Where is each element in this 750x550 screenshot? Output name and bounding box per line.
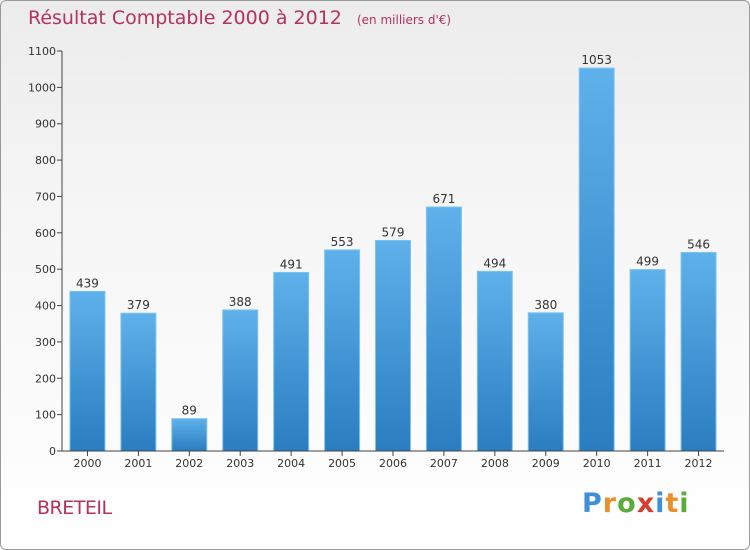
- bar: [680, 251, 717, 452]
- bar: [273, 271, 310, 452]
- y-tick-label: 300: [35, 336, 56, 349]
- bar-value-label: 546: [687, 237, 710, 251]
- y-tick-label: 900: [35, 118, 56, 131]
- bar-value-label: 388: [229, 295, 252, 309]
- y-tick-label: 100: [35, 409, 56, 422]
- y-tick-label: 600: [35, 227, 56, 240]
- logo-letter: o: [617, 488, 637, 519]
- bar: [120, 312, 157, 452]
- y-tick-label: 800: [35, 154, 56, 167]
- y-tick-label: 1100: [28, 45, 56, 58]
- x-tick-label: 2002: [175, 457, 203, 470]
- logo-letter: r: [602, 488, 618, 519]
- y-tick-label: 400: [35, 300, 56, 313]
- bar-value-label: 380: [534, 298, 557, 312]
- y-axis: 0 100 200 300 400 500 600 700 800 900 1000 1100: [28, 45, 63, 458]
- bar: [578, 67, 615, 452]
- x-tick-label: 2007: [430, 457, 458, 470]
- logo-letter: i: [679, 488, 690, 519]
- bar-value-label: 671: [432, 192, 455, 206]
- bar: [425, 206, 462, 452]
- bar-value-label: 494: [483, 256, 506, 270]
- x-tick-label: 2008: [481, 457, 509, 470]
- x-tick-label: 2005: [328, 457, 356, 470]
- bar-value-label: 379: [127, 298, 150, 312]
- bars: 439 379 89 388 491 553 579 671 494 380 1053 499 546: [69, 53, 717, 452]
- logo-letter: P: [582, 488, 603, 519]
- x-tick-label: 2010: [583, 457, 611, 470]
- bar-value-label: 491: [280, 257, 303, 271]
- bar-value-label: 579: [382, 225, 405, 239]
- proxiti-logo: Proxiti: [582, 488, 690, 519]
- x-tick-label: 2003: [226, 457, 254, 470]
- bar: [476, 270, 513, 452]
- y-tick-label: 200: [35, 372, 56, 385]
- y-tick-label: 500: [35, 263, 56, 276]
- bar: [69, 290, 106, 452]
- bar-value-label: 499: [636, 255, 659, 269]
- chart-unit: (en milliers d'€): [356, 13, 452, 27]
- x-tick-label: 2012: [685, 457, 713, 470]
- x-tick-label: 2001: [124, 457, 152, 470]
- chart-title: Résultat Comptable 2000 à 2012: [28, 7, 342, 29]
- bar: [527, 312, 564, 452]
- x-axis: 2000 2001 2002 2003 2004 2005 2006 2007 2008 2009…: [62, 450, 724, 470]
- bar-value-label: 553: [331, 235, 354, 249]
- bar: [375, 239, 411, 452]
- x-tick-label: 2000: [73, 457, 101, 470]
- x-tick-label: 2004: [277, 457, 305, 470]
- chart-title-row: Résultat Comptable 2000 à 2012 (en milli…: [28, 7, 451, 29]
- y-tick-label: 0: [49, 445, 56, 458]
- y-tick-label: 700: [35, 190, 56, 203]
- logo-letter: x: [636, 488, 656, 519]
- bar: [324, 249, 361, 452]
- town-name: BRETEIL: [37, 497, 112, 519]
- bar-value-label: 439: [76, 276, 99, 290]
- bar-value-label: 89: [182, 404, 197, 418]
- bar: [629, 269, 666, 452]
- x-tick-label: 2011: [634, 457, 662, 470]
- y-tick-label: 1000: [28, 81, 56, 94]
- x-tick-label: 2006: [379, 457, 407, 470]
- logo-letter: t: [665, 488, 680, 519]
- bar: [171, 418, 208, 452]
- x-tick-label: 2009: [532, 457, 560, 470]
- bar-value-label: 1053: [581, 53, 612, 67]
- logo-letter: i: [655, 488, 666, 519]
- bar: [222, 309, 259, 452]
